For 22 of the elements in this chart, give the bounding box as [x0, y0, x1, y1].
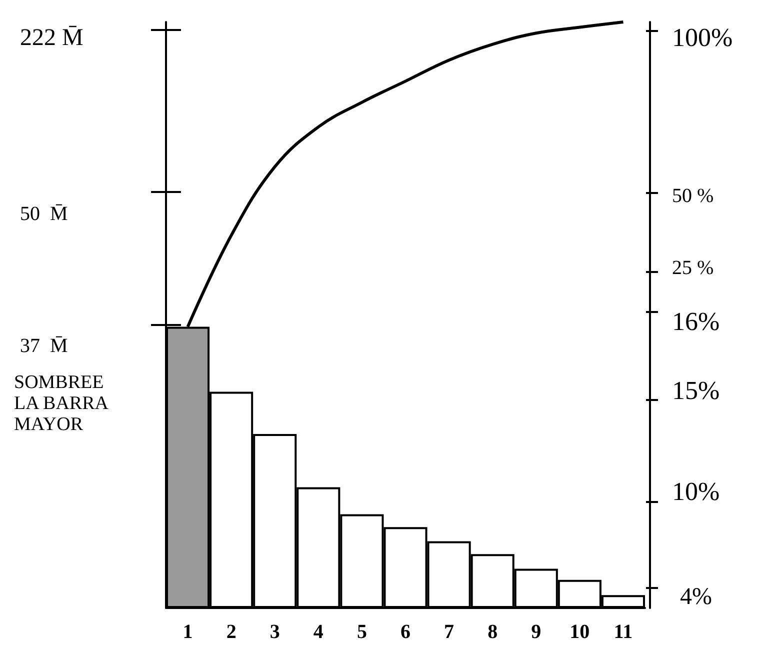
text: 100% — [672, 23, 733, 52]
text: 25 % — [672, 257, 714, 279]
x-tick-label: 8 — [488, 621, 498, 643]
text: 50 % — [672, 185, 714, 207]
text: 50 M̄ — [20, 203, 68, 225]
x-tick-label: 3 — [270, 621, 280, 643]
x-tick-label: 7 — [444, 621, 454, 643]
text: 4% — [680, 584, 712, 610]
text: SOMBREE LA BARRA MAYOR — [14, 372, 109, 435]
x-tick-label: 10 — [570, 621, 590, 643]
text: 16% — [672, 307, 720, 336]
x-tick-label: 4 — [313, 621, 324, 643]
x-tick-label: 5 — [356, 621, 367, 643]
x-tick-label: 6 — [400, 621, 410, 643]
text: 37 M̄ — [20, 335, 68, 357]
x-tick-label: 2 — [226, 621, 236, 643]
text: 222 M̄ — [20, 25, 84, 51]
text: 15% — [672, 376, 720, 405]
text: 10% — [672, 477, 720, 506]
x-tick-label: 9 — [531, 621, 542, 643]
x-tick-label: 11 — [614, 621, 633, 643]
x-tick-label: 1 — [182, 621, 193, 643]
